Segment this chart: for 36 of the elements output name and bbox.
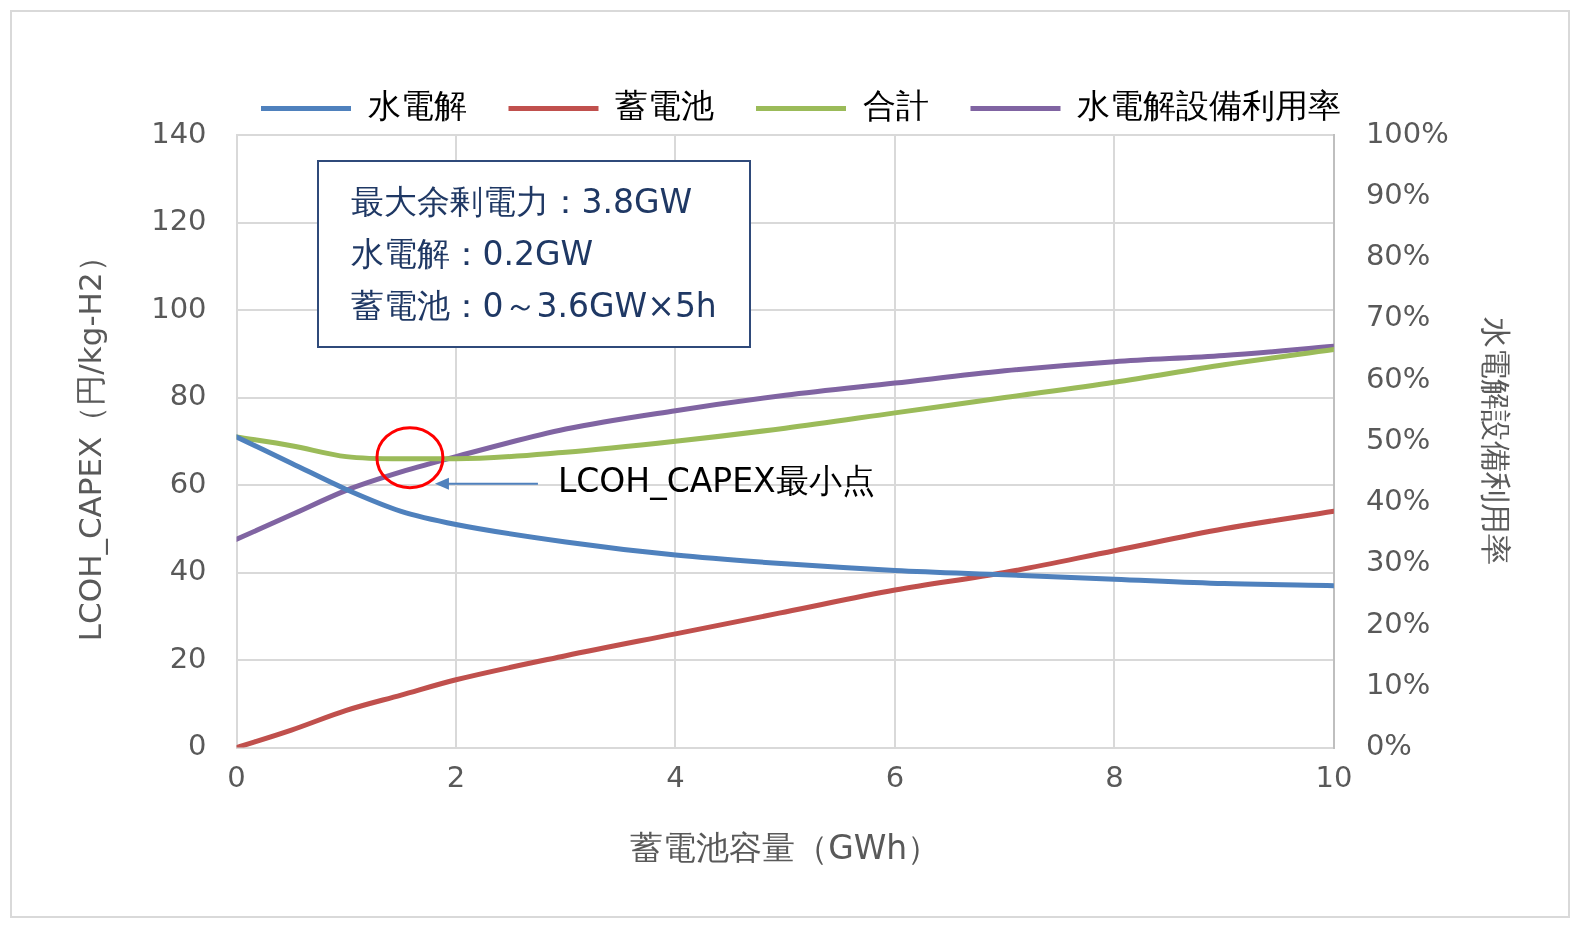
annotation: 水電解：0.2GW bbox=[350, 233, 595, 275]
x-tick-label: 6 bbox=[885, 759, 905, 794]
y2-tick-label: 90% bbox=[1365, 176, 1431, 211]
x-tick-label: 10 bbox=[1315, 759, 1353, 794]
y2-tick-label: 30% bbox=[1365, 544, 1431, 579]
annotation: 最大余剰電力：3.8GW bbox=[350, 181, 694, 223]
y2-tick-label: 70% bbox=[1365, 299, 1431, 334]
annotation: 蓄電池：0～3.6GW×5h bbox=[350, 285, 717, 327]
x-tick-label: 4 bbox=[666, 759, 685, 794]
x-axis-title: 蓄電池容量（GWh） bbox=[630, 827, 941, 867]
legend-label: 合計 bbox=[862, 86, 929, 126]
y-tick-label: 40 bbox=[169, 553, 207, 588]
y2-tick-label: 50% bbox=[1365, 421, 1431, 456]
y-tick-label: 0 bbox=[188, 728, 207, 763]
x-tick-label: 8 bbox=[1105, 759, 1124, 794]
y2-tick-label: 0% bbox=[1365, 728, 1412, 763]
y-tick-label: 100 bbox=[151, 290, 207, 325]
x-tick-label: 2 bbox=[446, 759, 466, 794]
y-tick-label: 60 bbox=[169, 465, 207, 500]
y2-tick-label: 40% bbox=[1365, 483, 1431, 518]
legend-label: 水電解設備利用率 bbox=[1077, 86, 1341, 126]
y2-tick-label: 60% bbox=[1365, 360, 1431, 395]
y2-axis-title: 水電解設備利用率 bbox=[1478, 317, 1515, 566]
legend-label: 水電解 bbox=[367, 86, 467, 126]
y-axis-title: LCOH_CAPEX（円/kg-H2） bbox=[71, 241, 108, 642]
legend-label: 蓄電池 bbox=[615, 86, 714, 126]
annotation: LCOH_CAPEX最小点 bbox=[557, 461, 875, 501]
y-tick-label: 140 bbox=[151, 115, 207, 150]
y-tick-label: 80 bbox=[169, 378, 207, 413]
x-tick-label: 0 bbox=[227, 759, 246, 794]
y-tick-label: 20 bbox=[169, 640, 207, 675]
y2-tick-label: 100% bbox=[1365, 115, 1449, 150]
y2-tick-label: 10% bbox=[1365, 666, 1431, 701]
y2-tick-label: 80% bbox=[1365, 238, 1431, 273]
y-tick-label: 120 bbox=[151, 203, 207, 238]
y2-tick-label: 20% bbox=[1365, 605, 1431, 640]
